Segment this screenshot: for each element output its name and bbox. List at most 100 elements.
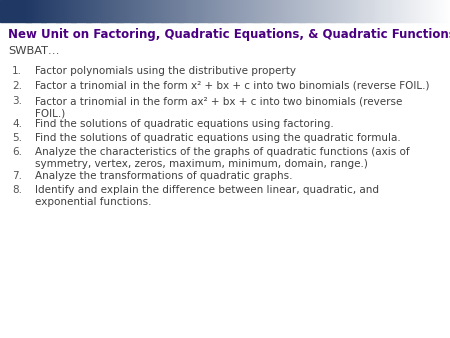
Bar [37,0,40,22]
Text: Find the solutions of quadratic equations using the quadratic formula.: Find the solutions of quadratic equation… [35,133,401,143]
Bar [240,0,243,22]
Bar [364,0,367,22]
Bar [110,0,112,22]
Bar [73,0,76,22]
Text: 8.: 8. [12,185,22,195]
Bar [257,0,260,22]
Bar [311,0,314,22]
Bar [71,0,74,22]
Bar [405,0,408,22]
Bar [444,0,446,22]
Bar [182,0,185,22]
Bar [54,0,57,22]
Bar [334,0,337,22]
Bar [105,0,108,22]
Bar [260,0,262,22]
Bar [150,0,153,22]
Bar [114,0,117,22]
Bar [63,0,65,22]
Bar [167,0,170,22]
Bar [193,0,196,22]
Bar [131,0,134,22]
Text: 4.: 4. [12,119,22,129]
Bar [165,0,168,22]
Bar [261,0,264,22]
Bar [140,0,142,22]
Bar [414,0,416,22]
Bar [135,0,138,22]
Bar [170,0,172,22]
Bar [77,0,80,22]
Bar [330,0,333,22]
Bar [204,0,207,22]
Bar [219,0,221,22]
Bar [144,0,147,22]
Bar [69,0,72,22]
Bar [392,0,395,22]
Bar [76,0,78,22]
Bar [97,0,99,22]
Bar [67,0,69,22]
Bar [379,0,382,22]
Bar [394,0,397,22]
Bar [32,0,35,22]
Bar [347,0,350,22]
Bar [244,0,247,22]
Bar [439,0,442,22]
Text: 6.: 6. [12,147,22,157]
Bar [90,0,93,22]
Text: Analyze the transformations of quadratic graphs.: Analyze the transformations of quadratic… [35,171,293,181]
Text: Factor a trinomial in the form x² + bx + c into two binomials (reverse FOIL.): Factor a trinomial in the form x² + bx +… [35,81,429,91]
Bar [180,0,183,22]
Bar [31,0,33,22]
Bar [427,0,429,22]
Bar [324,0,326,22]
Bar [56,0,59,22]
Bar [45,0,48,22]
Bar [279,0,281,22]
Bar [94,0,97,22]
Bar [377,0,380,22]
Bar [212,0,215,22]
Bar [198,0,200,22]
Bar [264,0,266,22]
Bar [159,0,162,22]
Bar [148,0,151,22]
Bar [202,0,204,22]
Text: 5.: 5. [12,133,22,143]
Bar [326,0,328,22]
Bar [274,0,277,22]
Bar [437,0,440,22]
Bar [281,0,284,22]
Bar [424,0,427,22]
Bar [35,0,37,22]
Bar [221,0,224,22]
Bar [435,0,438,22]
Bar [243,0,245,22]
Bar [431,0,433,22]
Bar [101,0,104,22]
Bar [337,0,339,22]
Bar [420,0,423,22]
Bar [195,0,198,22]
Bar [86,0,89,22]
Bar [403,0,405,22]
Bar [441,0,444,22]
Text: Factor a trinomial in the form ax² + bx + c into two binomials (reverse
FOIL.): Factor a trinomial in the form ax² + bx … [35,96,402,118]
Bar [360,0,363,22]
Bar [339,0,341,22]
Bar [118,0,121,22]
Bar [399,0,401,22]
Bar [356,0,359,22]
Bar [127,0,130,22]
Bar [210,0,213,22]
Text: Identify and explain the difference between linear, quadratic, and
exponential f: Identify and explain the difference betw… [35,185,379,208]
Bar [371,0,373,22]
Bar [125,0,127,22]
Bar [428,0,431,22]
Bar [122,0,125,22]
Bar [225,0,228,22]
Bar [223,0,226,22]
Bar [93,0,95,22]
Bar [191,0,193,22]
